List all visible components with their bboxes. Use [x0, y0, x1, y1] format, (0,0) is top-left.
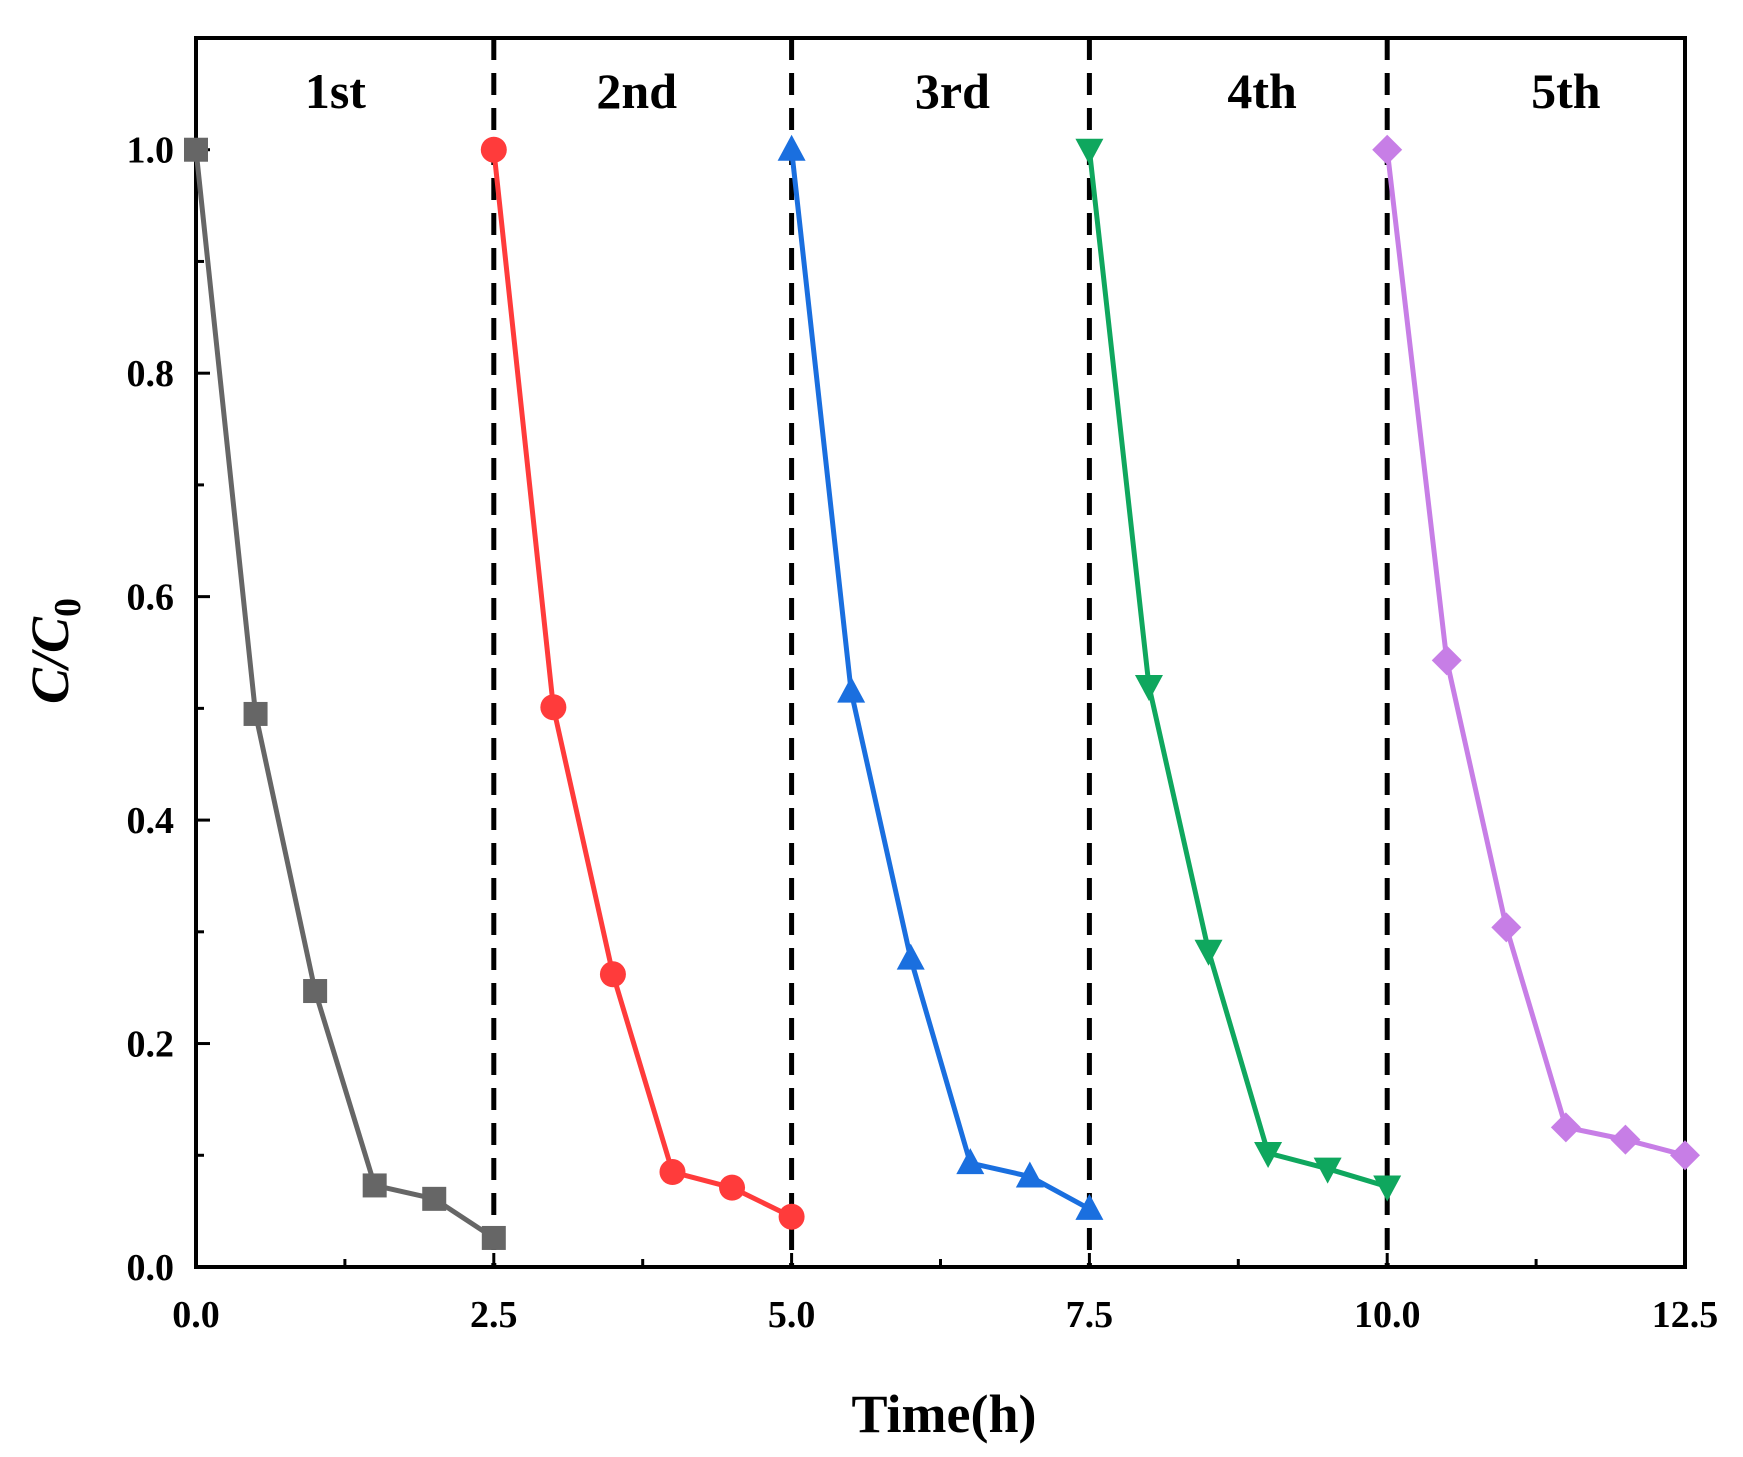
series-1-point-1 [184, 137, 208, 162]
y-tick-label-0: 0.0 [127, 1247, 175, 1289]
series-3-point-5 [1015, 1161, 1044, 1188]
series-1-point-5 [422, 1186, 447, 1211]
cycle-label-5: 5th [1531, 63, 1601, 119]
series-4-point-4 [1254, 1142, 1283, 1169]
series-1 [184, 137, 506, 1250]
series-layer [184, 134, 1700, 1250]
y-axis-title-main: C/C [20, 616, 80, 704]
series-5-point-4 [1550, 1112, 1581, 1143]
series-3-point-3 [896, 943, 925, 970]
series-1-line [193, 149, 496, 1241]
series-5-point-3 [1491, 912, 1522, 943]
series-3-line [789, 149, 1091, 1212]
series-4-point-6 [1373, 1175, 1402, 1202]
cycle-label-1: 1st [305, 63, 366, 119]
series-2-point-5 [719, 1174, 746, 1201]
series-2-point-6 [778, 1203, 805, 1230]
series-1-point-6 [481, 1225, 506, 1250]
y-tick-label-5: 1.0 [127, 130, 175, 172]
y-tick-label-2: 0.4 [127, 800, 175, 842]
series-5-point-5 [1610, 1124, 1641, 1155]
series-5 [1372, 134, 1700, 1171]
series-2 [480, 136, 805, 1230]
y-tick-label-1: 0.2 [127, 1024, 175, 1066]
series-2-point-4 [659, 1159, 686, 1186]
series-3-point-6 [1075, 1193, 1104, 1220]
series-4-point-2 [1134, 675, 1163, 702]
x-tick-label-5: 12.5 [1652, 1294, 1719, 1336]
series-2-point-1 [480, 136, 507, 163]
series-2-point-3 [599, 961, 626, 988]
series-4-point-5 [1313, 1157, 1342, 1184]
plot-frame [194, 36, 1687, 1269]
series-5-point-6 [1670, 1140, 1700, 1171]
series-3-point-2 [837, 676, 866, 703]
x-tick-label-2: 5.0 [768, 1294, 816, 1336]
series-3-point-1 [777, 134, 806, 161]
series-1-point-2 [243, 701, 268, 726]
cycle-label-4: 4th [1227, 63, 1297, 119]
cycle-dividers [491, 38, 1390, 1267]
x-axis-title: Time(h) [852, 1384, 1037, 1444]
series-3-point-4 [956, 1148, 985, 1175]
x-tick-label-4: 10.0 [1354, 1294, 1421, 1336]
y-axis-title: C/C0 [20, 598, 89, 704]
series-5-point-1 [1372, 134, 1403, 165]
cycle-label-2: 2nd [596, 63, 677, 119]
cycle-labels: 1st 2nd 3rd 4th 5th [305, 63, 1601, 119]
y-axis-title-subscript: 0 [47, 598, 89, 617]
series-5-line [1384, 149, 1686, 1158]
y-axis-ticks: 0.0 0.2 0.4 0.6 0.8 1.0 [127, 130, 210, 1289]
cycle-label-3: 3rd [915, 63, 990, 119]
series-4-point-3 [1194, 939, 1223, 966]
x-tick-label-3: 7.5 [1066, 1294, 1114, 1336]
series-3 [777, 134, 1104, 1220]
x-tick-label-0: 0.0 [172, 1294, 220, 1336]
x-tick-label-1: 2.5 [470, 1294, 518, 1336]
series-2-point-2 [540, 694, 567, 721]
series-4-line [1086, 149, 1388, 1189]
series-1-point-3 [303, 979, 328, 1004]
y-tick-label-4: 0.8 [127, 353, 175, 395]
series-5-point-2 [1431, 645, 1462, 676]
series-2-line [491, 149, 793, 1219]
x-axis-ticks: 0.0 2.5 5.0 7.5 10.0 12.5 [172, 1253, 1718, 1336]
series-4-point-1 [1075, 138, 1104, 165]
series-4 [1075, 138, 1402, 1202]
y-tick-label-3: 0.6 [127, 577, 175, 619]
series-1-point-4 [362, 1173, 387, 1198]
